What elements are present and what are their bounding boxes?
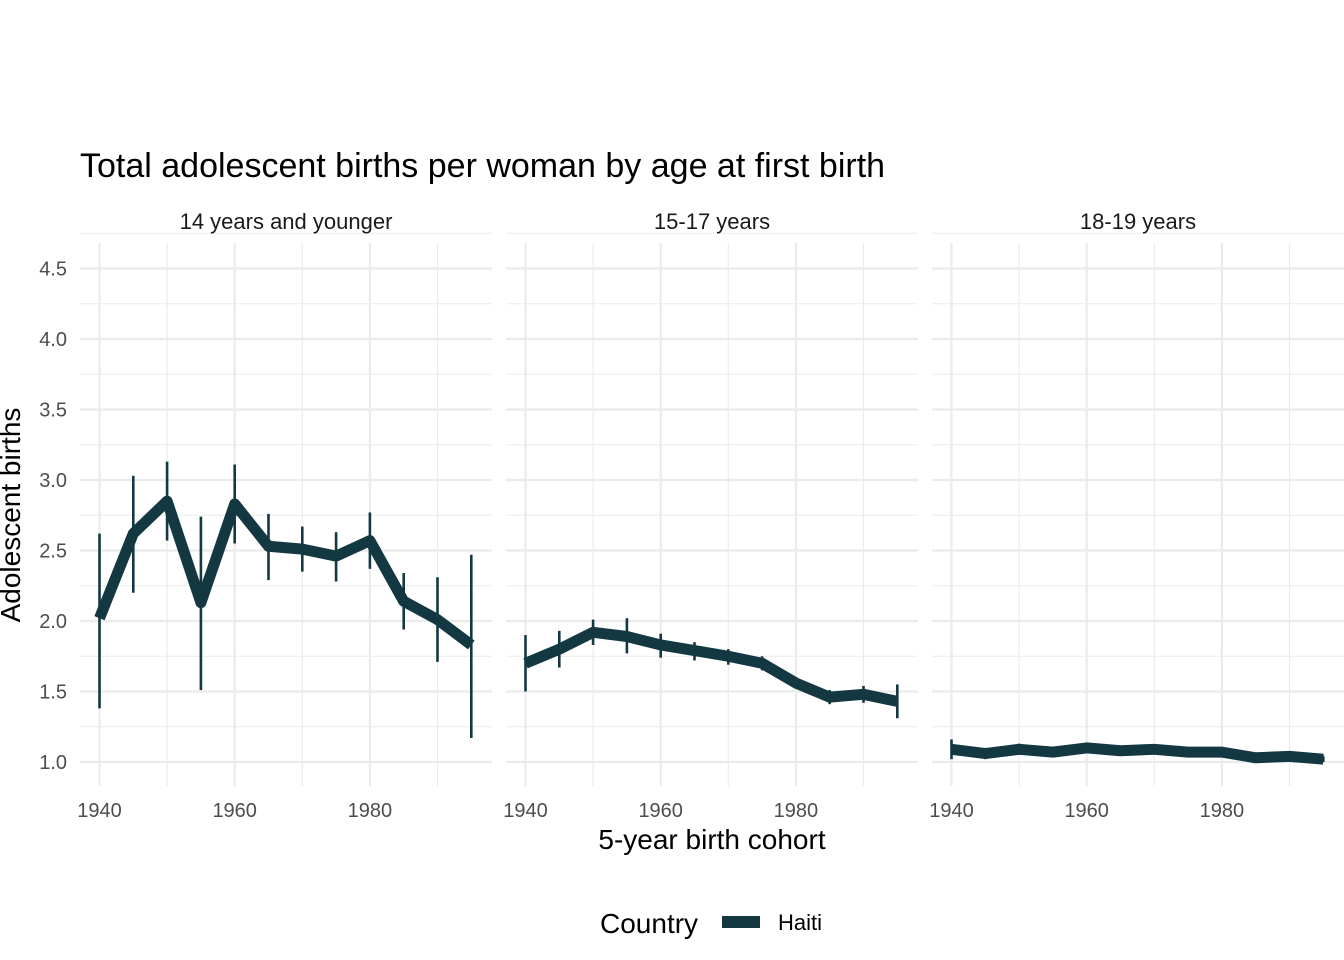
series-line-haiti [94,495,475,650]
y-tick-label: 1.0 [39,752,67,774]
x-tick-label: 1980 [348,800,393,822]
panel-strip-label: 14 years and younger [180,209,393,234]
y-tick-label: 3.0 [39,470,67,492]
panel-2: 15-17 years 1940 1960 1980 [503,209,918,822]
x-axis-label: 5-year birth cohort [598,824,825,855]
chart-title: Total adolescent births per woman by age… [80,147,885,185]
series-line-haiti [950,742,1324,765]
x-tick-label: 1980 [774,800,819,822]
panel-1: 14 years and younger 1940 1960 1980 1.0 1.5 2.… [39,209,492,822]
x-tick-label: 1940 [77,800,122,822]
y-tick-label: 2.0 [39,611,67,633]
series-line-haiti [523,626,899,707]
panel-strip-label: 15-17 years [654,209,770,234]
legend: Country Haiti [600,908,822,939]
x-tick-label: 1940 [503,800,548,822]
y-tick-label: 2.5 [39,541,67,563]
legend-label-haiti: Haiti [778,910,822,935]
y-tick-label: 3.5 [39,400,67,422]
y-tick-label: 1.5 [39,682,67,704]
legend-key-haiti [722,916,760,928]
legend-title: Country [600,908,698,939]
x-tick-label: 1960 [1064,800,1109,822]
panels: 14 years and younger 1940 1960 1980 1.0 1.5 2.… [39,209,1344,822]
x-tick-label: 1980 [1200,800,1245,822]
x-tick-label: 1940 [929,800,974,822]
y-axis-label: Adolescent births [0,408,26,623]
panel-3: 18-19 years 1940 1960 1980 [929,209,1344,822]
x-tick-label: 1960 [212,800,257,822]
y-tick-label: 4.5 [39,259,67,281]
y-tick-label: 4.0 [39,329,67,351]
panel-strip-label: 18-19 years [1080,209,1196,234]
x-tick-label: 1960 [638,800,683,822]
